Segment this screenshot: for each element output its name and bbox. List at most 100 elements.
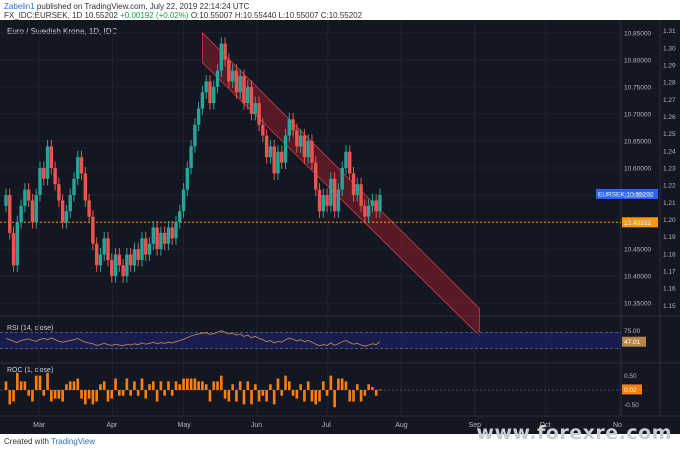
- roc-bar: [16, 372, 19, 390]
- candle-body: [178, 211, 182, 223]
- candle-body: [19, 205, 23, 223]
- candle-body: [132, 249, 137, 266]
- roc-bar: [140, 378, 144, 390]
- candle-body: [325, 195, 329, 206]
- roc-bar: [106, 390, 110, 402]
- candle-body: [227, 59, 231, 82]
- candle-body: [106, 238, 110, 260]
- candle-body: [128, 254, 133, 266]
- price-tick-label: 10.35000: [624, 301, 651, 308]
- roc-bar: [8, 390, 12, 405]
- candle-body: [249, 86, 254, 114]
- roc-bar: [314, 390, 318, 405]
- candle-body: [298, 135, 303, 147]
- ratio-tick-label: 1.23: [663, 166, 676, 173]
- ratio-tick-label: 1.21: [663, 200, 676, 207]
- roc-bar: [235, 390, 238, 402]
- candle-body: [291, 119, 295, 131]
- symbol: FX_IDC:EURSEK, 1D: [4, 11, 83, 20]
- roc-bar: [155, 390, 159, 402]
- last-price: 10.55202: [84, 11, 118, 20]
- gridlines: [0, 20, 621, 416]
- roc-bar: [80, 390, 83, 399]
- price-tick-label: 10.85000: [624, 30, 651, 37]
- roc-bar: [186, 378, 189, 390]
- roc-bar: [118, 390, 121, 396]
- roc-bar: [163, 390, 166, 396]
- x-tick-label: Mar: [33, 422, 46, 429]
- candle-body: [72, 178, 76, 196]
- candle-body: [268, 146, 273, 158]
- candle-body: [212, 86, 216, 104]
- roc-bar: [57, 390, 61, 399]
- roc-bar: [352, 390, 355, 402]
- roc-bar: [254, 384, 257, 390]
- rsi-tick-label: 75.00: [624, 328, 641, 335]
- price-tag: [596, 188, 658, 199]
- author-link[interactable]: Zabelin1: [4, 2, 35, 11]
- roc-bar: [238, 381, 242, 390]
- candle-body: [242, 76, 246, 104]
- roc-bar: [148, 384, 151, 390]
- x-tick-label: Jun: [251, 422, 262, 429]
- ratio-tick-label: 1.16: [663, 286, 676, 293]
- rsi-pane: 75.00 47.01: [0, 328, 646, 350]
- roc-bar: [46, 372, 49, 390]
- roc-bar: [367, 384, 370, 390]
- chart-svg: Euro / Swedish Krona, 1D, IDC RSI (14, c…: [0, 20, 680, 429]
- roc-bar: [321, 381, 325, 390]
- roc-pane: 0.50 -0.50 0.02: [0, 372, 642, 409]
- roc-bar: [4, 381, 8, 390]
- candle-body: [4, 195, 8, 206]
- publish-header: Zabelin1 published on TradingView.com, J…: [0, 0, 680, 20]
- ratio-tick-label: 1.22: [663, 183, 676, 190]
- candle-body: [42, 168, 46, 179]
- roc-bar: [204, 384, 208, 390]
- roc-bar: [378, 389, 382, 391]
- candle-body: [166, 227, 171, 244]
- roc-bar: [197, 381, 200, 390]
- roc-bar: [114, 378, 117, 390]
- candle-body: [302, 135, 307, 158]
- axes: Mar Apr May Jun Jul Aug Sep Oct No 10.35000 10.400…: [33, 28, 676, 429]
- candle-body: [98, 254, 103, 266]
- candle-body: [162, 232, 167, 244]
- candle-body: [91, 216, 95, 244]
- roc-bar: [167, 381, 170, 390]
- candle-body: [230, 70, 235, 82]
- rsi-title: RSI (14, close): [7, 325, 53, 332]
- x-tick-label: Aug: [395, 422, 408, 429]
- candle-body: [272, 146, 276, 174]
- ratio-tick-label: 1.24: [663, 148, 676, 155]
- candle-body: [136, 249, 140, 260]
- candle-body: [223, 43, 227, 60]
- candle-body: [57, 184, 61, 201]
- roc-value-tag: [622, 384, 642, 395]
- tradingview-link[interactable]: TradingView: [51, 437, 96, 446]
- candle-body: [68, 195, 72, 212]
- chart-area[interactable]: Euro / Swedish Krona, 1D, IDC RSI (14, c…: [0, 20, 680, 434]
- created-with: Created with TradingView: [4, 437, 95, 446]
- candle-body: [38, 168, 42, 196]
- candle-body: [351, 173, 356, 196]
- roc-bar: [250, 390, 253, 405]
- x-tick-label: May: [178, 422, 192, 429]
- roc-bar: [34, 375, 38, 390]
- candle-body: [359, 184, 363, 206]
- support-tag-text: 10.49962: [624, 220, 651, 227]
- roc-tick-label: 0.50: [624, 373, 637, 380]
- candle-body: [287, 119, 291, 136]
- roc-bar: [306, 381, 310, 390]
- candle-body: [332, 178, 337, 212]
- candle-body: [321, 195, 325, 212]
- candle-body: [125, 254, 129, 277]
- candle-body: [310, 140, 314, 163]
- roc-bar: [291, 390, 295, 396]
- x-tick-label: Apr: [107, 422, 119, 429]
- watermark: www.forexre.com: [476, 422, 672, 444]
- candle-body: [257, 103, 261, 125]
- roc-bar: [280, 390, 284, 396]
- roc-bar: [129, 390, 132, 396]
- roc-bar: [170, 390, 174, 396]
- candle-body: [363, 205, 367, 217]
